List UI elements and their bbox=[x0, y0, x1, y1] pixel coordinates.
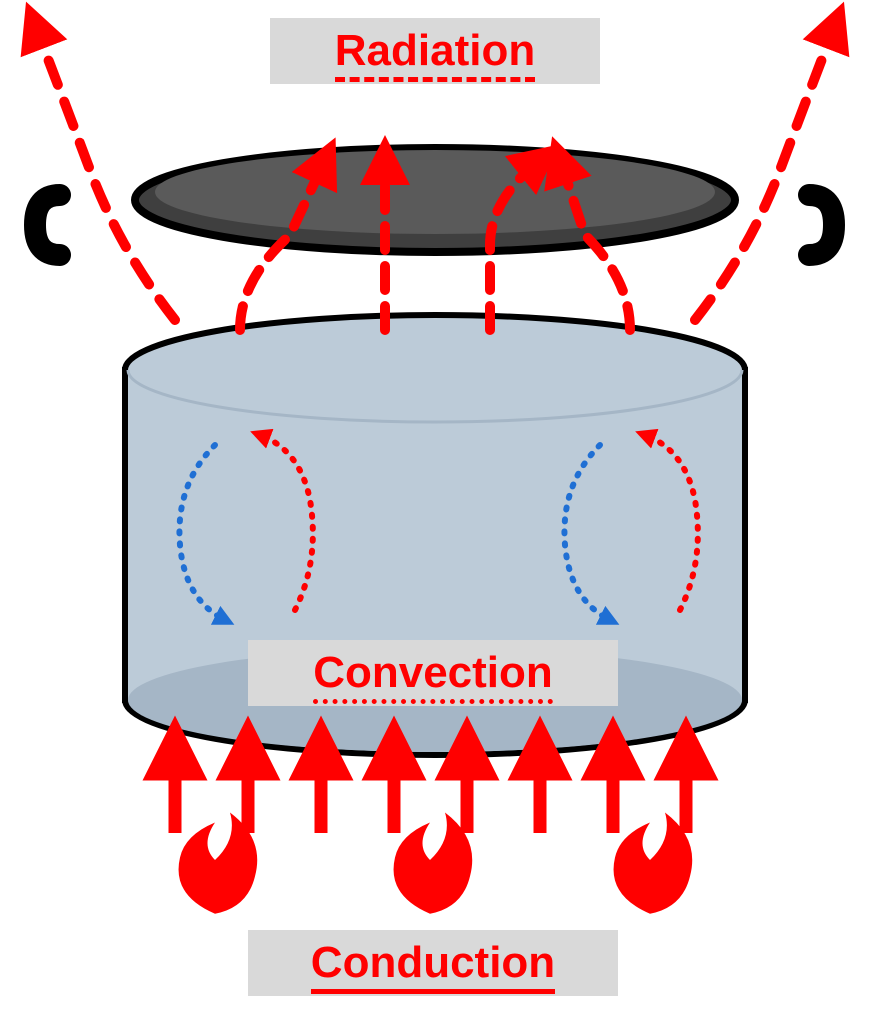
diagram-svg bbox=[0, 0, 869, 1024]
radiation-text: Radiation bbox=[335, 26, 535, 82]
convection-label: Convection bbox=[248, 640, 618, 706]
heat-transfer-diagram: Radiation Convection Conduction bbox=[0, 0, 869, 1024]
radiation-label: Radiation bbox=[270, 18, 600, 84]
convection-text: Convection bbox=[313, 648, 553, 704]
conduction-arrows bbox=[175, 748, 686, 833]
conduction-label: Conduction bbox=[248, 930, 618, 996]
pot-lid bbox=[135, 148, 735, 252]
conduction-text: Conduction bbox=[311, 938, 555, 994]
